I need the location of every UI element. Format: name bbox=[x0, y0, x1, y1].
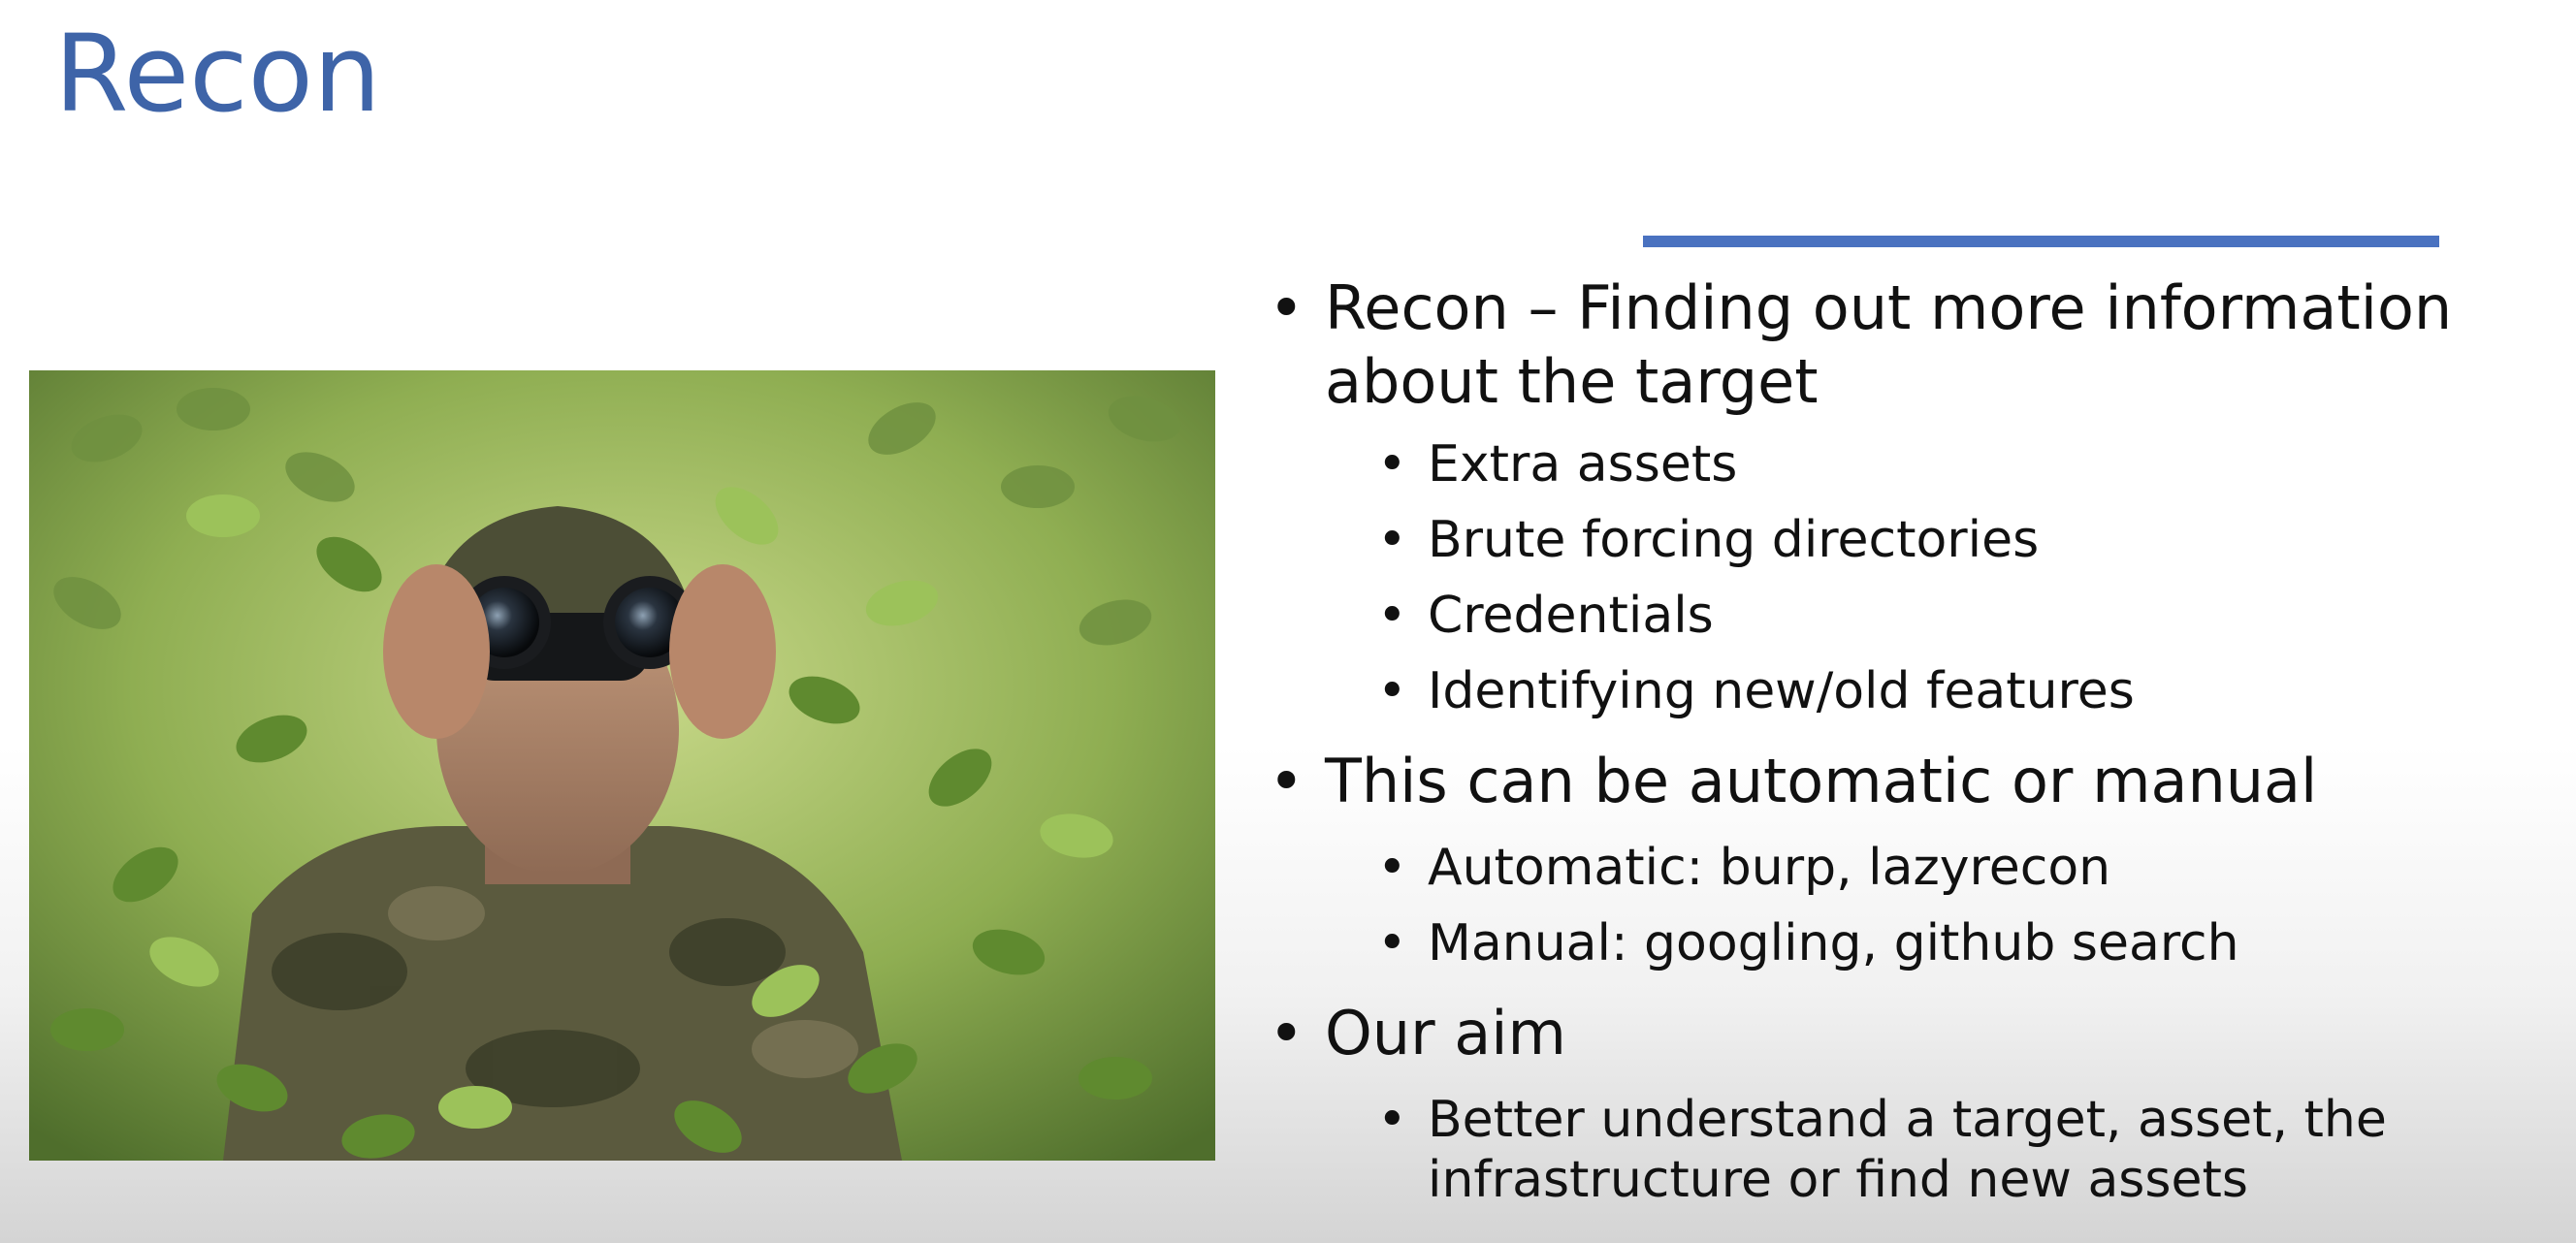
sub-bullet-better-understand: Better understand a target, asset, the i… bbox=[1269, 1090, 2529, 1210]
sub-bullet-automatic: Automatic: burp, lazyrecon bbox=[1269, 838, 2529, 898]
bullet-our-aim: Our aim bbox=[1269, 997, 2529, 1070]
sub-bullet-manual: Manual: googling, github search bbox=[1269, 913, 2529, 973]
accent-divider bbox=[1643, 236, 2439, 247]
sub-bullet-extra-assets: Extra assets bbox=[1269, 434, 2529, 494]
slide-title: Recon bbox=[54, 12, 381, 136]
sub-bullet-features: Identifying new/old features bbox=[1269, 661, 2529, 721]
binoculars-soldier-photo bbox=[29, 370, 1215, 1161]
bullet-list: Recon – Finding out more information abo… bbox=[1269, 271, 2529, 1210]
sub-bullet-credentials: Credentials bbox=[1269, 586, 2529, 646]
sub-bullet-brute-forcing: Brute forcing directories bbox=[1269, 510, 2529, 570]
bullet-recon: Recon – Finding out more information abo… bbox=[1269, 271, 2529, 419]
bullet-automatic-manual: This can be automatic or manual bbox=[1269, 745, 2529, 818]
